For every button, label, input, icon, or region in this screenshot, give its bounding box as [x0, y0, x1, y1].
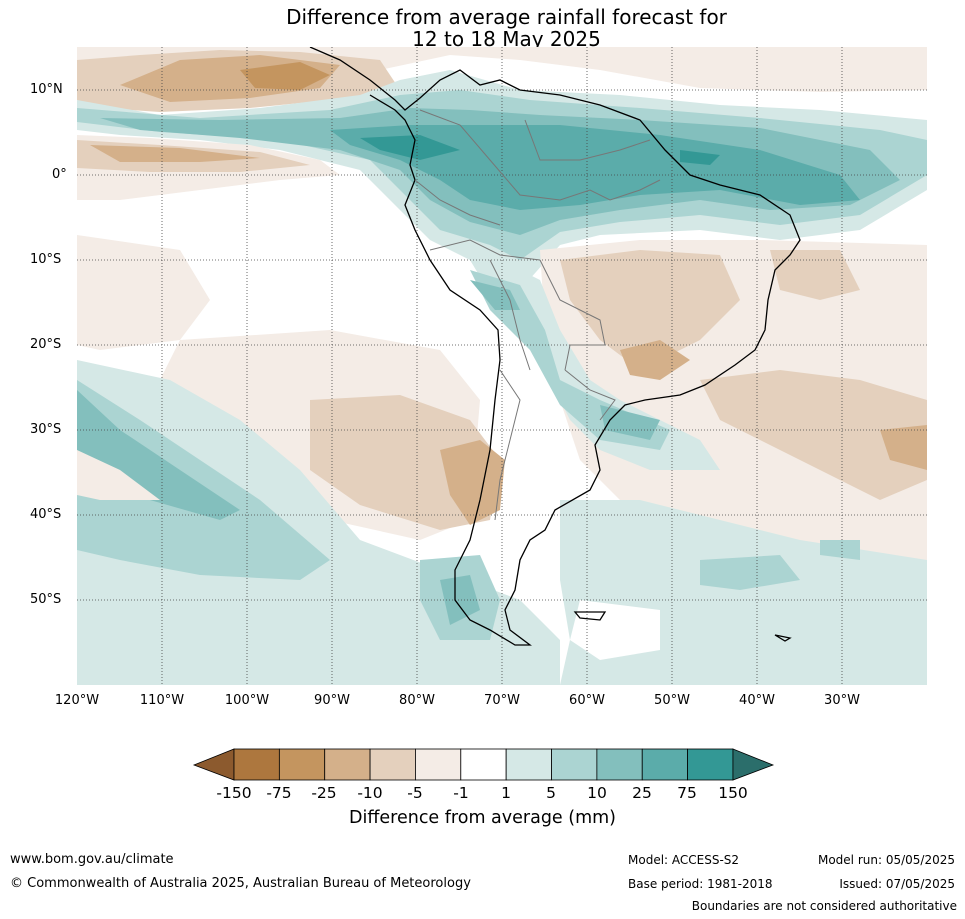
colorbar-tick: 1 — [501, 784, 511, 802]
lat-label: 40°S — [30, 507, 62, 522]
lon-label: 40°W — [739, 693, 775, 708]
lat-label: 10°S — [30, 252, 62, 267]
footer-model: Model: ACCESS-S2 — [628, 853, 740, 867]
colorbar-tick: 10 — [587, 784, 607, 802]
colorbar-swatch — [460, 748, 507, 781]
lat-label: 0° — [52, 167, 67, 182]
colorbar-swatch — [641, 748, 688, 781]
colorbar-swatch — [551, 748, 598, 781]
colorbar-tick: 150 — [718, 784, 748, 802]
colorbar-tick: 75 — [677, 784, 697, 802]
lat-label: 20°S — [30, 337, 62, 352]
colorbar-swatch — [415, 748, 462, 781]
footer-url: www.bom.gov.au/climate — [10, 852, 174, 867]
colorbar-swatch — [687, 748, 734, 781]
lon-label: 30°W — [824, 693, 860, 708]
colorbar-swatch — [324, 748, 371, 781]
footer-model-run: Model run: 05/05/2025 — [817, 853, 955, 867]
coastline — [309, 47, 801, 646]
lat-label: 30°S — [30, 422, 62, 437]
lon-label: 90°W — [314, 693, 350, 708]
colorbar-tick: 5 — [546, 784, 556, 802]
colorbar-tick: -10 — [357, 784, 383, 802]
lon-label: 120°W — [54, 693, 100, 708]
colorbar-tick: -75 — [266, 784, 292, 802]
lon-label: 100°W — [224, 693, 270, 708]
map-title-line1: Difference from average rainfall forecas… — [286, 5, 727, 29]
colorbar-extend-high — [732, 748, 775, 781]
colorbar-tick: -1 — [453, 784, 469, 802]
colorbar-swatch — [596, 748, 643, 781]
anomaly-field — [77, 47, 927, 685]
lon-label: 110°W — [139, 693, 185, 708]
lon-label: 70°W — [484, 693, 520, 708]
colorbar-swatch — [505, 748, 552, 781]
country-borders — [414, 109, 661, 521]
colorbar — [192, 748, 775, 781]
colorbar-swatch — [278, 748, 326, 781]
footer-copyright: © Commonwealth of Australia 2025, Austra… — [10, 876, 471, 891]
colorbar-title: Difference from average (mm) — [348, 808, 617, 828]
footer-disclaimer: Boundaries are not considered authoritat… — [691, 899, 957, 913]
colorbar-tick: -25 — [311, 784, 337, 802]
lon-label: 50°W — [654, 693, 690, 708]
colorbar-swatch — [369, 748, 416, 781]
graticule — [77, 47, 927, 685]
lat-label: 50°S — [30, 592, 62, 607]
lat-label: 10°N — [30, 82, 63, 97]
colorbar-tick: -150 — [216, 784, 252, 802]
footer-base-period: Base period: 1981-2018 — [628, 877, 773, 891]
lon-label: 80°W — [399, 693, 435, 708]
footer-issued: Issued: 07/05/2025 — [839, 877, 955, 891]
colorbar-extend-low — [192, 748, 235, 781]
colorbar-swatch — [233, 748, 280, 781]
colorbar-tick: -5 — [407, 784, 423, 802]
lon-label: 60°W — [569, 693, 605, 708]
colorbar-tick: 25 — [632, 784, 652, 802]
